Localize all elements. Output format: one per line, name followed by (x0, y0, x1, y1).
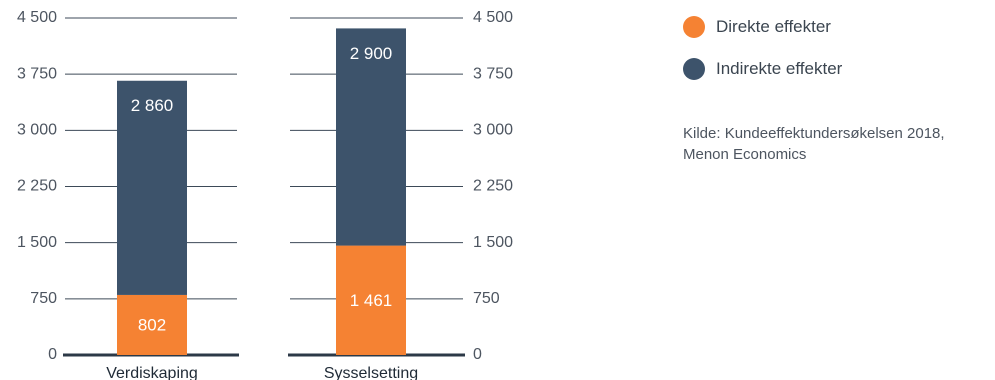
left-tick-label-0: 0 (48, 346, 57, 363)
left-tick-label-3750: 3 750 (17, 65, 57, 82)
legend-item-direkte: Direkte effekter (683, 16, 842, 38)
bar-sysselsetting-direkte (336, 245, 406, 355)
source-line-1: Kilde: Kundeeffektundersøkelsen 2018, (683, 125, 945, 142)
bar-verdiskaping-direkte (117, 294, 187, 355)
right-tick-label-1500: 1 500 (473, 234, 513, 251)
stacked-bar-chart: 0 750 1 500 2 250 3 000 3 750 4 500 0 750 1 500 2 … (17, 9, 513, 380)
right-tick-label-2250: 2 250 (473, 178, 513, 195)
legend-swatch-indirekte (683, 58, 705, 80)
source-note: Kilde: Kundeeffektundersøkelsen 2018, Me… (683, 123, 993, 165)
right-tick-label-3750: 3 750 (473, 65, 513, 82)
source-line-2: Menon Economics (683, 146, 807, 163)
left-tick-label-750: 750 (30, 290, 57, 307)
legend-label-direkte: Direkte effekter (716, 17, 831, 36)
bar-sysselsetting-indirekte (336, 28, 406, 246)
left-tick-label-2250: 2 250 (17, 178, 57, 195)
data-label-sysselsetting-indirekte: 2 900 (350, 44, 393, 63)
bar-verdiskaping-indirekte (117, 80, 187, 295)
right-tick-label-3000: 3 000 (473, 122, 513, 139)
legend: Direkte effekter Indirekte effekter (683, 16, 842, 100)
left-tick-label-4500: 4 500 (17, 9, 57, 26)
legend-item-indirekte: Indirekte effekter (683, 58, 842, 80)
right-tick-label-750: 750 (473, 290, 500, 307)
right-tick-label-0: 0 (473, 346, 482, 363)
legend-label-indirekte: Indirekte effekter (716, 59, 843, 78)
right-tick-label-4500: 4 500 (473, 9, 513, 26)
data-label-verdiskaping-indirekte: 2 860 (131, 96, 174, 115)
left-tick-label-1500: 1 500 (17, 234, 57, 251)
category-label-verdiskaping: Verdiskaping (106, 365, 198, 380)
legend-swatch-direkte (683, 16, 705, 38)
data-label-verdiskaping-direkte: 802 (138, 315, 166, 334)
data-label-sysselsetting-direkte: 1 461 (350, 291, 393, 310)
left-tick-label-3000: 3 000 (17, 122, 57, 139)
category-label-sysselsetting: Sysselsetting (324, 365, 418, 380)
